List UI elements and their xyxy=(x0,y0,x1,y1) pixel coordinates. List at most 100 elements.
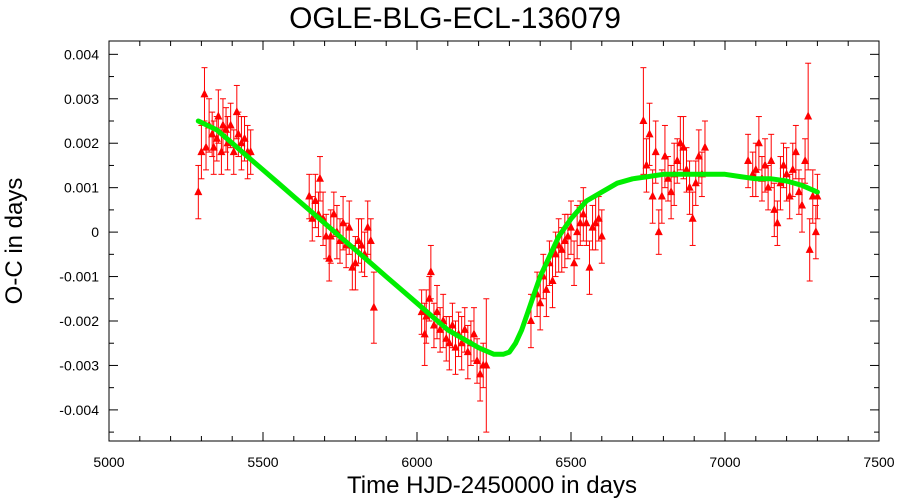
triangle-marker xyxy=(794,187,803,196)
data-point xyxy=(209,120,218,175)
y-tick-labels: 0.004 0.003 0.002 0.001 0 -0.001 -0.002 -0.003 -… xyxy=(59,46,99,418)
triangle-marker xyxy=(805,244,814,253)
data-point xyxy=(570,240,579,286)
chart-title: OGLE-BLG-ECL-136079 xyxy=(289,2,621,35)
data-point xyxy=(357,218,366,273)
data-point xyxy=(567,200,575,255)
triangle-marker xyxy=(748,169,757,178)
triangle-marker xyxy=(679,142,688,151)
triangle-marker xyxy=(667,187,676,196)
triangle-marker xyxy=(582,218,591,227)
triangle-marker xyxy=(660,151,669,160)
triangle-marker xyxy=(685,182,694,191)
data-point xyxy=(563,213,572,260)
triangle-marker xyxy=(476,369,485,378)
data-point xyxy=(433,284,442,340)
plot-area-frame xyxy=(108,40,880,442)
data-point xyxy=(788,142,797,198)
triangle-marker xyxy=(217,147,226,156)
data-point xyxy=(645,102,654,166)
triangle-marker xyxy=(194,187,203,196)
y-tick-label: 0.002 xyxy=(64,135,99,151)
x-tick-label: 5500 xyxy=(247,454,278,470)
triangle-marker xyxy=(426,267,435,276)
data-point xyxy=(805,218,814,282)
data-point xyxy=(194,164,203,220)
y-tick-label: -0.004 xyxy=(59,402,99,418)
data-point xyxy=(326,209,335,264)
triangle-marker xyxy=(436,324,445,333)
data-point xyxy=(422,289,431,344)
data-point xyxy=(197,124,206,180)
triangle-marker xyxy=(460,324,469,333)
axis-ticks xyxy=(108,41,880,441)
data-point xyxy=(764,164,773,211)
triangle-marker xyxy=(433,307,442,316)
data-point xyxy=(748,151,757,198)
triangle-marker xyxy=(639,116,648,124)
y-tick-label: -0.002 xyxy=(59,313,99,329)
triangle-marker xyxy=(473,356,482,364)
triangle-marker xyxy=(445,338,454,347)
triangle-marker xyxy=(202,142,211,151)
triangle-marker xyxy=(754,138,763,147)
data-point xyxy=(311,173,320,229)
data-point xyxy=(594,196,603,242)
triangle-marker xyxy=(226,120,235,129)
triangle-marker xyxy=(648,191,657,200)
data-point xyxy=(691,160,700,206)
data-point xyxy=(660,124,669,189)
data-point xyxy=(679,116,688,180)
data-point xyxy=(782,147,791,202)
triangle-marker xyxy=(482,360,491,369)
triangle-marker xyxy=(798,200,806,209)
triangle-marker xyxy=(336,236,344,244)
data-point xyxy=(585,240,594,295)
triangle-marker xyxy=(811,227,820,236)
triangle-marker xyxy=(594,213,603,222)
triangle-marker xyxy=(744,156,753,164)
triangle-marker xyxy=(229,147,238,156)
triangle-marker xyxy=(469,329,478,338)
y-tick-label: 0.003 xyxy=(64,91,99,107)
triangle-marker xyxy=(351,258,360,267)
x-tick-label: 6500 xyxy=(555,454,586,470)
triangle-marker xyxy=(585,262,594,271)
triangle-marker xyxy=(767,156,776,164)
data-point xyxy=(315,156,324,202)
triangle-marker xyxy=(694,151,703,160)
triangle-marker xyxy=(311,196,320,204)
triangle-marker xyxy=(576,218,585,227)
triangle-marker xyxy=(329,209,338,218)
data-point xyxy=(791,124,800,180)
triangle-marker xyxy=(369,302,378,311)
triangle-marker xyxy=(654,227,663,236)
data-point xyxy=(773,200,782,246)
data-point xyxy=(200,67,209,122)
data-point xyxy=(560,213,569,269)
triangle-marker xyxy=(457,338,466,347)
triangle-marker xyxy=(526,316,535,324)
triangle-marker xyxy=(197,147,206,156)
triangle-marker xyxy=(326,231,335,240)
triangle-marker xyxy=(234,129,243,138)
triangle-marker xyxy=(551,249,560,258)
triangle-marker xyxy=(557,244,566,253)
triangle-marker xyxy=(804,111,813,120)
triangle-marker xyxy=(240,133,249,142)
triangle-marker xyxy=(688,213,697,222)
triangle-marker xyxy=(315,173,324,182)
data-point xyxy=(688,191,697,246)
triangle-marker xyxy=(339,218,348,227)
data-point xyxy=(751,142,760,198)
data-point xyxy=(761,138,770,193)
triangle-marker xyxy=(563,231,572,240)
triangle-marker xyxy=(764,182,773,191)
triangle-marker xyxy=(429,320,438,329)
fit-curve-group xyxy=(195,118,820,357)
triangle-marker xyxy=(813,191,822,200)
x-axis-label: Time HJD-2450000 in days xyxy=(347,472,637,499)
triangle-marker xyxy=(425,293,434,302)
x-tick-labels: 5000 5500 6000 6500 7000 7500 xyxy=(93,454,894,470)
data-point xyxy=(363,200,372,255)
